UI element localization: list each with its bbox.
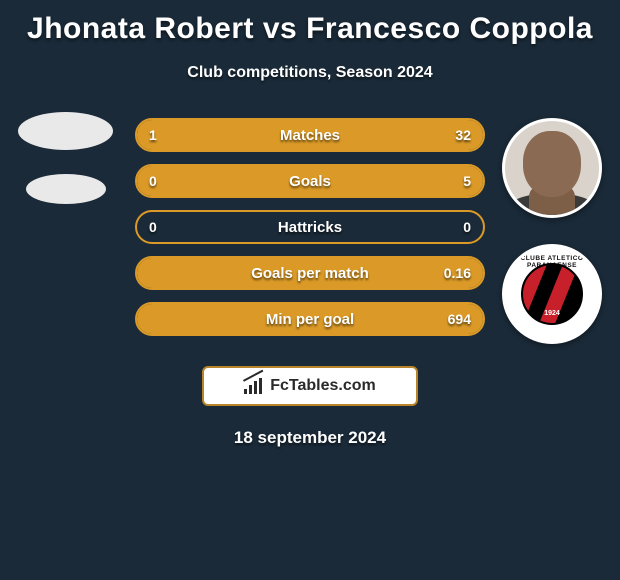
stat-bar	[135, 164, 485, 198]
stat-bar	[135, 118, 485, 152]
date-line: 18 september 2024	[0, 428, 620, 448]
page-title: Jhonata Robert vs Francesco Coppola	[0, 0, 620, 46]
subtitle: Club competitions, Season 2024	[0, 64, 620, 82]
player2-portrait	[502, 118, 602, 218]
brand-label: FcTables.com	[270, 377, 376, 395]
chart-icon	[244, 378, 264, 394]
stat-row: Goals05	[135, 164, 485, 198]
player1-silhouette	[18, 112, 113, 150]
stat-fill-left	[137, 120, 147, 150]
left-player-column	[18, 112, 113, 204]
stat-fill-right	[137, 304, 483, 334]
crest-year: 1924	[523, 310, 581, 317]
stat-fill-right	[147, 120, 483, 150]
right-player-column: CLUBE ATLETICO PARANAENSE 1924	[502, 118, 602, 344]
brand-pill[interactable]: FcTables.com	[202, 366, 418, 406]
stat-bar	[135, 256, 485, 290]
stat-bar	[135, 210, 485, 244]
stat-row: Hattricks00	[135, 210, 485, 244]
club2-crest: CLUBE ATLETICO PARANAENSE 1924	[502, 244, 602, 344]
stat-bar	[135, 302, 485, 336]
club1-silhouette	[26, 174, 106, 204]
stat-fill-right	[137, 166, 483, 196]
stat-row: Matches132	[135, 118, 485, 152]
stat-fill-right	[137, 258, 483, 288]
stats-area: Matches132 Goals05 Hattricks00 Goals per ma…	[135, 118, 485, 336]
stat-row: Min per goal694	[135, 302, 485, 336]
stat-row: Goals per match0.16	[135, 256, 485, 290]
footer-area: FcTables.com 18 september 2024	[0, 348, 620, 448]
